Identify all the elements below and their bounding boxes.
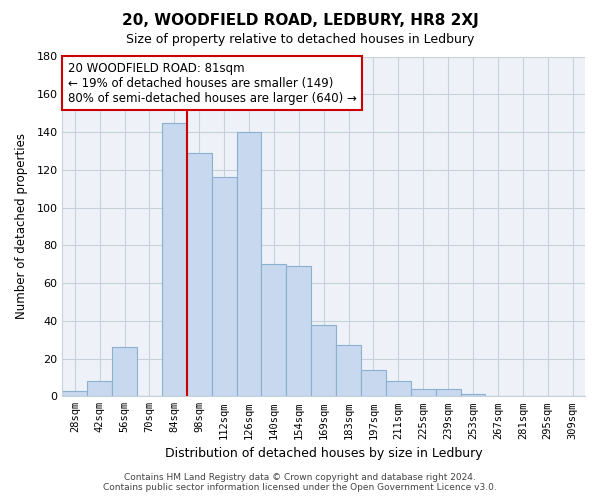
Bar — [236, 132, 262, 396]
Bar — [386, 381, 411, 396]
Bar — [212, 178, 236, 396]
Text: 20, WOODFIELD ROAD, LEDBURY, HR8 2XJ: 20, WOODFIELD ROAD, LEDBURY, HR8 2XJ — [122, 12, 478, 28]
Bar — [62, 390, 87, 396]
Bar — [311, 324, 336, 396]
Bar — [112, 347, 137, 397]
X-axis label: Distribution of detached houses by size in Ledbury: Distribution of detached houses by size … — [165, 447, 482, 460]
Bar — [461, 394, 485, 396]
Bar — [162, 122, 187, 396]
Y-axis label: Number of detached properties: Number of detached properties — [15, 134, 28, 320]
Bar — [187, 153, 212, 396]
Bar — [436, 389, 461, 396]
Bar — [87, 381, 112, 396]
Bar — [336, 346, 361, 397]
Text: 20 WOODFIELD ROAD: 81sqm
← 19% of detached houses are smaller (149)
80% of semi-: 20 WOODFIELD ROAD: 81sqm ← 19% of detach… — [68, 62, 356, 104]
Text: Size of property relative to detached houses in Ledbury: Size of property relative to detached ho… — [126, 32, 474, 46]
Bar — [361, 370, 386, 396]
Bar — [411, 389, 436, 396]
Text: Contains HM Land Registry data © Crown copyright and database right 2024.
Contai: Contains HM Land Registry data © Crown c… — [103, 473, 497, 492]
Bar — [286, 266, 311, 396]
Bar — [262, 264, 286, 396]
